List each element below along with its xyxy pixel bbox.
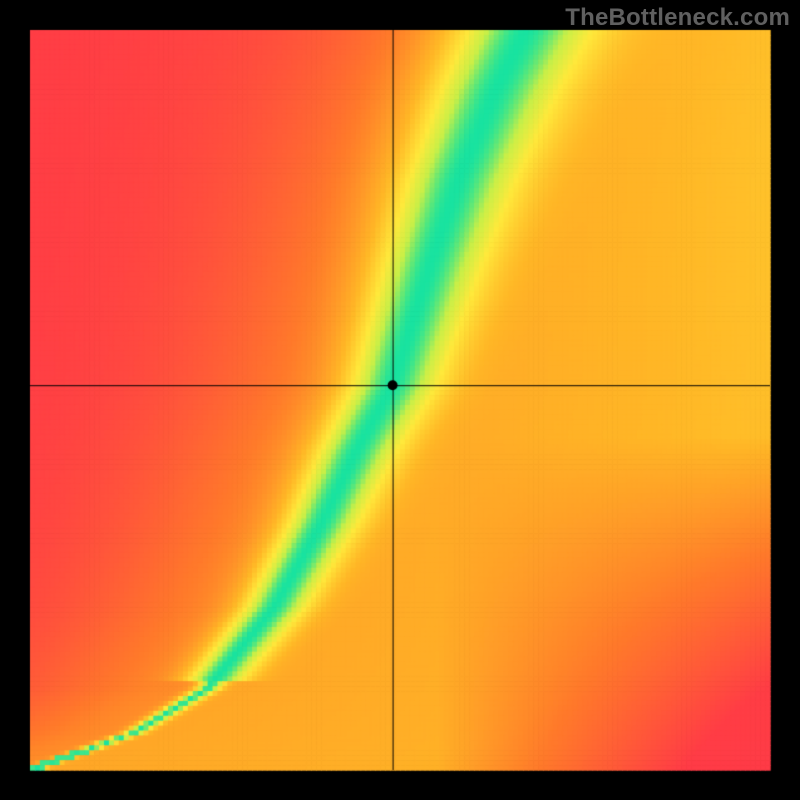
bottleneck-heatmap [0,0,800,800]
watermark-text: TheBottleneck.com [565,4,790,32]
